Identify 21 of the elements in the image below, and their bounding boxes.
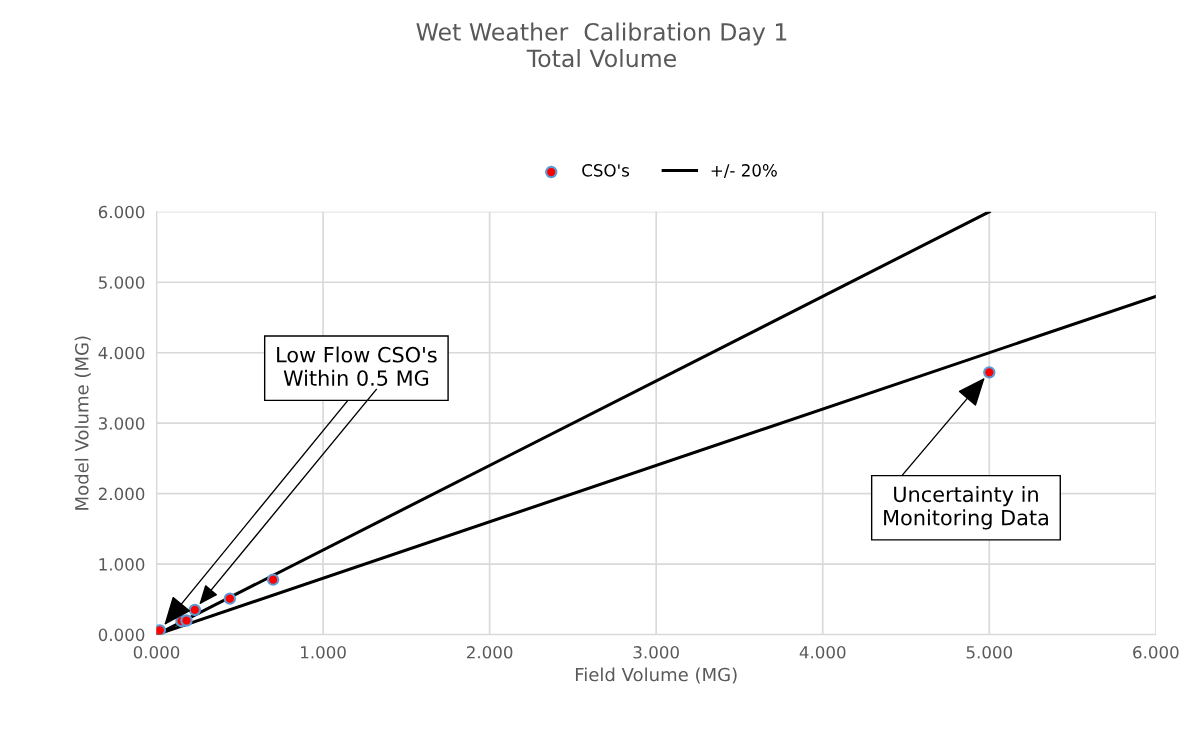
y-tick-label: 5.000 — [98, 276, 145, 289]
annotation: Low Flow CSO's Within 0.5 MG — [277, 346, 437, 386]
x-tick-label: 1.000 — [301, 646, 346, 659]
annotation: Uncertainty in Monitoring Data — [884, 486, 1048, 530]
y-tick-label: 3.000 — [98, 417, 145, 430]
y-axis-title: Model Volume (MG) — [74, 336, 91, 510]
x-axis-title: Field Volume (MG) — [575, 667, 737, 684]
y-tick-label: 4.000 — [98, 346, 145, 360]
legend-label: +/- 20% — [711, 164, 777, 178]
x-tick-label: 5.000 — [966, 646, 1013, 659]
x-tick-label: 3.000 — [633, 646, 679, 659]
legend-label: CSO's — [582, 164, 630, 177]
x-tick-label: 0.000 — [133, 646, 180, 659]
y-tick-label: 6.000 — [98, 205, 145, 219]
y-tick-label: 1.000 — [99, 558, 145, 571]
y-tick-label: 0.000 — [98, 628, 145, 642]
x-tick-label: 6.000 — [1133, 646, 1179, 659]
x-tick-label: 2.000 — [466, 646, 513, 659]
x-tick-label: 4.000 — [799, 646, 846, 659]
y-tick-label: 2.000 — [98, 487, 145, 501]
chart-title: Wet Weather Calibration Day 1 Total Volume — [416, 22, 787, 68]
